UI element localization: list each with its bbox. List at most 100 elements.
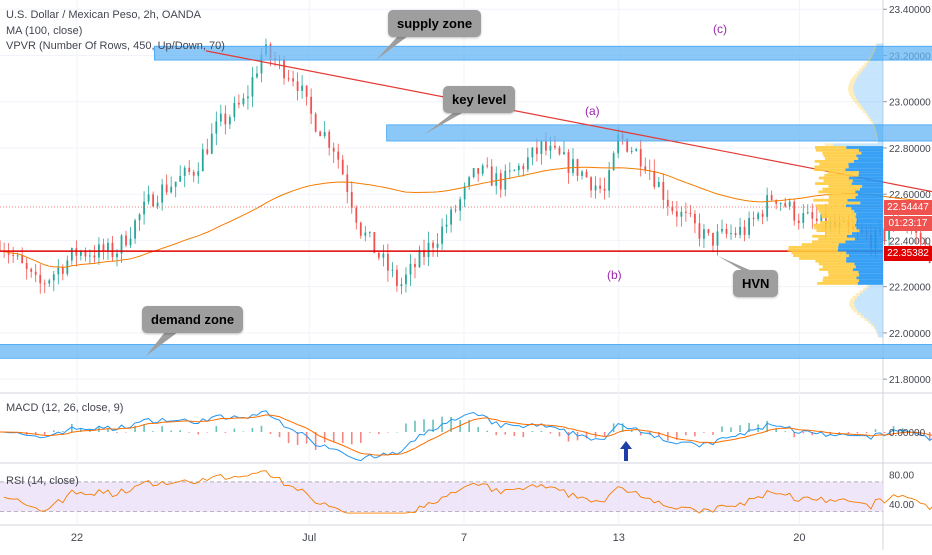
vp-bar-up — [821, 215, 855, 218]
vp-bar-down — [856, 213, 883, 216]
hvn-callout[interactable]: HVN — [733, 270, 778, 297]
vp-bar-up — [867, 60, 869, 63]
vp-bar-down — [846, 257, 883, 260]
candle-body — [536, 148, 538, 154]
candle-body — [130, 239, 132, 246]
arrow-up-icon — [619, 441, 633, 461]
macd-histogram-bar — [739, 425, 741, 432]
candle-body — [721, 229, 723, 231]
vp-bar-up — [815, 182, 852, 185]
vp-bar-up — [873, 124, 875, 127]
candle-body — [699, 223, 701, 238]
candle-body — [414, 264, 416, 267]
macd-histogram-bar — [523, 432, 525, 437]
vp-bar-up — [819, 163, 848, 166]
candle-body — [545, 142, 547, 151]
vp-bar-up — [829, 196, 856, 199]
candle-body — [364, 233, 366, 236]
macd-histogram-bar — [261, 426, 263, 432]
demand-zone-callout[interactable]: demand zone — [142, 306, 243, 333]
macd-histogram-bar — [784, 431, 786, 432]
vp-bar-down — [854, 82, 883, 85]
macd-histogram-bar — [495, 432, 497, 435]
vp-bar-up — [818, 238, 855, 241]
vp-bar-down — [874, 124, 883, 127]
candle-body — [726, 229, 728, 234]
macd-histogram-bar — [730, 427, 732, 432]
vp-bar-up — [857, 104, 861, 107]
vp-bar-down — [872, 55, 883, 58]
vp-bar-down — [833, 143, 883, 146]
vp-bar-down — [856, 227, 883, 230]
vp-bar-down — [856, 276, 883, 279]
vp-bar-up — [828, 271, 858, 274]
vp-bar-down — [874, 52, 883, 55]
candle-body — [653, 171, 655, 187]
vp-bar-down — [861, 152, 883, 155]
vp-bar-up — [851, 307, 856, 310]
vp-bar-down — [875, 127, 883, 130]
candle-body — [71, 248, 73, 260]
candle-body — [717, 231, 719, 245]
candle-body — [518, 166, 520, 170]
vp-bar-down — [860, 293, 883, 296]
vp-bar-down — [876, 329, 883, 332]
key-level-callout[interactable]: key level — [443, 86, 515, 113]
candle-body — [184, 168, 186, 176]
vp-bar-down — [857, 218, 883, 221]
candle-body — [495, 173, 497, 185]
wave-label-a: (a) — [585, 104, 600, 118]
vp-bar-down — [858, 193, 883, 196]
vp-bar-down — [878, 332, 883, 335]
candle-body — [410, 264, 412, 275]
vp-bar-down — [864, 315, 883, 318]
candle-body — [166, 185, 168, 193]
vp-bar-up — [852, 77, 857, 80]
vp-bar-down — [838, 246, 883, 249]
vp-bar-up — [875, 129, 876, 132]
candle-body — [193, 172, 195, 176]
macd-histogram-bar — [53, 430, 55, 432]
candle-body — [401, 284, 403, 286]
vp-bar-down — [848, 163, 883, 166]
candle-body — [527, 157, 529, 169]
vp-bar-up — [864, 318, 867, 321]
vp-bar-up — [855, 102, 859, 105]
rsi-y-tick-label: 40.00 — [889, 500, 914, 511]
wave-label-b: (b) — [607, 268, 622, 282]
macd-histogram-bar — [351, 432, 353, 444]
macd-histogram-bar — [125, 432, 127, 433]
candle-body — [84, 252, 86, 257]
candle-body — [342, 160, 344, 175]
vp-bar-down — [855, 299, 883, 302]
macd-histogram-bar — [477, 427, 479, 432]
candle-body — [581, 172, 583, 176]
vp-bar-up — [848, 91, 853, 94]
macd-legend[interactable]: MACD (12, 26, close, 9) — [6, 401, 123, 415]
vp-bar-up — [824, 174, 858, 177]
vp-bar-down — [854, 210, 883, 213]
vp-bar-down — [867, 318, 883, 321]
vp-bar-up — [812, 240, 845, 243]
candle-body — [35, 272, 37, 275]
macd-histogram-bar — [188, 432, 190, 433]
macd-histogram-bar — [360, 432, 362, 443]
candle-body — [238, 103, 240, 104]
candle-body — [125, 235, 127, 245]
candle-body — [554, 146, 556, 148]
candle-body — [405, 275, 407, 285]
supply-zone-callout[interactable]: supply zone — [388, 10, 481, 37]
rsi-legend[interactable]: RSI (14, close) — [6, 474, 79, 488]
vpvr-legend[interactable]: VPVR (Number Of Rows, 450, Up/Down, 70) — [6, 39, 225, 53]
vp-bar-down — [854, 160, 883, 163]
candle-body — [337, 152, 339, 160]
candle-body — [206, 149, 208, 153]
candle-body — [247, 97, 249, 99]
macd-histogram-bar — [866, 432, 868, 433]
vp-bar-up — [874, 127, 875, 130]
vp-bar-down — [859, 149, 883, 152]
vp-bar-down — [856, 307, 883, 310]
ma-legend[interactable]: MA (100, close) — [6, 24, 82, 38]
